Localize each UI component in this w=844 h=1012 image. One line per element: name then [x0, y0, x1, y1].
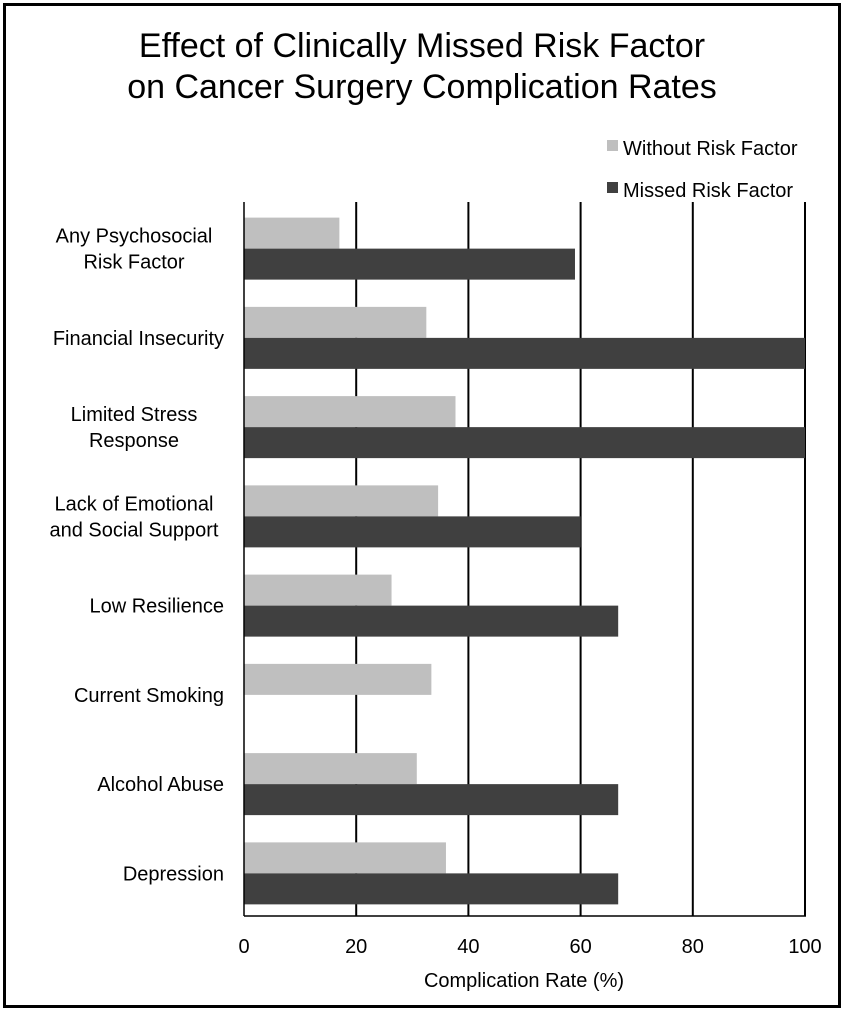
bar-without-3	[244, 485, 439, 517]
chart-title: Effect of Clinically Missed Risk Factor …	[0, 26, 844, 108]
chart-title-line-1: Effect of Clinically Missed Risk Factor	[138, 27, 706, 65]
category-labels: Any Psychosocial Risk Factor Financial Ins…	[49, 226, 224, 886]
bar-missed-0	[244, 248, 575, 280]
bar-missed-6	[244, 784, 619, 816]
category-label-2-line-1: Response	[89, 430, 179, 452]
category-label-0-line-1: Risk Factor	[83, 252, 184, 274]
category-label-0-line-0: Any Psychosocial	[56, 226, 213, 248]
category-label-6: Alcohol Abuse	[97, 774, 224, 796]
category-label-1-line-0: Financial Insecurity	[53, 328, 224, 350]
category-label-3: Lack of Emotional and Social Support	[49, 493, 218, 541]
bar-without-6	[244, 753, 417, 785]
bar-missed-2	[244, 427, 805, 459]
bar-without-1	[244, 306, 427, 338]
bar-without-7	[244, 842, 446, 874]
axis-layer	[243, 202, 806, 917]
legend-label-1: Missed Risk Factor	[623, 180, 793, 202]
legend: Without Risk Factor Missed Risk Factor	[607, 138, 798, 202]
bar-without-4	[244, 574, 392, 606]
bar-without-2	[244, 396, 456, 428]
bar-layer	[244, 217, 805, 905]
category-label-5: Current Smoking	[74, 685, 224, 707]
bar-missed-3	[244, 516, 581, 548]
bar-missed-1	[244, 337, 805, 369]
category-label-0: Any Psychosocial Risk Factor	[56, 226, 213, 274]
x-tick-label-40: 40	[457, 936, 479, 958]
category-label-2: Limited Stress Response	[71, 404, 198, 452]
x-tick-label-20: 20	[345, 936, 367, 958]
category-label-5-line-0: Current Smoking	[74, 685, 224, 707]
bar-missed-7	[244, 873, 619, 905]
x-axis-label: Complication Rate (%)	[424, 970, 624, 992]
category-label-3-line-1: and Social Support	[49, 519, 218, 541]
category-label-3-line-0: Lack of Emotional	[55, 493, 214, 515]
category-label-7-line-0: Depression	[123, 863, 224, 885]
category-label-4-line-0: Low Resilience	[89, 596, 224, 618]
x-tick-label-100: 100	[788, 936, 821, 958]
bar-without-0	[244, 217, 340, 249]
bar-without-5	[244, 663, 432, 695]
category-label-4: Low Resilience	[89, 596, 224, 618]
category-label-6-line-0: Alcohol Abuse	[97, 774, 224, 796]
legend-swatch-0	[607, 140, 618, 151]
category-label-1: Financial Insecurity	[53, 328, 224, 350]
x-tick-labels: 0 20 40 60 80 100	[238, 936, 821, 958]
x-tick-label-80: 80	[682, 936, 704, 958]
bar-missed-4	[244, 605, 619, 637]
chart-title-line-2: on Cancer Surgery Complication Rates	[127, 68, 717, 106]
legend-swatch-1	[607, 182, 618, 193]
category-label-2-line-0: Limited Stress	[71, 404, 198, 426]
legend-label-0: Without Risk Factor	[623, 138, 798, 160]
x-tick-label-0: 0	[238, 936, 249, 958]
category-label-7: Depression	[123, 863, 224, 885]
x-tick-label-60: 60	[569, 936, 591, 958]
